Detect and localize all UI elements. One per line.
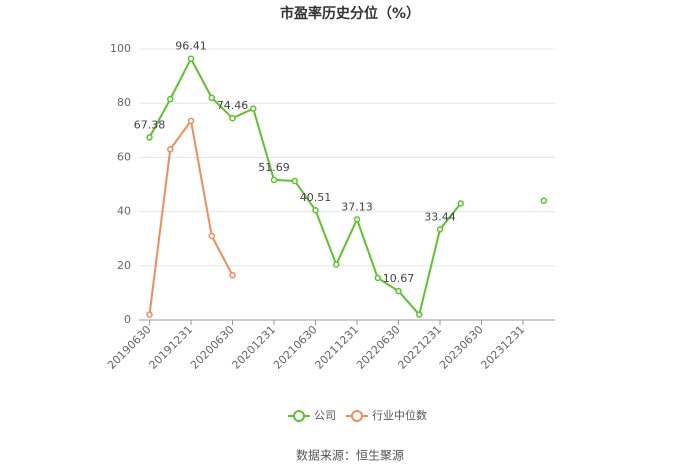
legend-label: 公司 — [314, 409, 336, 422]
data-label: 37.13 — [341, 200, 373, 213]
point — [167, 95, 174, 103]
x-tick-label: 20231231 — [478, 323, 527, 372]
point — [187, 117, 195, 125]
legend-marker — [293, 410, 305, 422]
point — [167, 146, 174, 153]
y-tick-label: 40 — [117, 205, 131, 218]
point — [416, 311, 423, 318]
x-tick-label: 20210630 — [271, 323, 320, 372]
point — [146, 311, 153, 318]
data-label: 96.41 — [175, 40, 207, 53]
point — [540, 197, 547, 205]
x-tick-label: 20211231 — [312, 323, 361, 372]
point — [250, 105, 257, 112]
y-tick-label: 20 — [117, 259, 131, 272]
y-tick-label: 80 — [117, 96, 131, 109]
point — [291, 177, 298, 185]
point — [374, 274, 381, 282]
point — [208, 94, 215, 102]
point — [353, 216, 361, 223]
x-tick-label: 20191231 — [146, 323, 195, 372]
x-tick-label: 20190630 — [105, 323, 154, 372]
point — [187, 55, 195, 62]
x-tick-label: 20200630 — [188, 323, 237, 372]
point — [229, 272, 236, 279]
y-tick-label: 100 — [110, 42, 131, 55]
series-line — [148, 118, 234, 315]
x-tick-label: 20201231 — [229, 323, 278, 372]
legend-marker — [351, 410, 363, 422]
x-tick-label: 20220630 — [354, 323, 403, 372]
point — [146, 134, 153, 141]
y-tick-label: 60 — [117, 150, 131, 163]
data-label: 10.67 — [383, 272, 415, 285]
point — [208, 232, 215, 240]
data-label: 51.69 — [258, 161, 290, 174]
x-tick-label: 20230630 — [437, 323, 486, 372]
data-label: 67.38 — [134, 118, 166, 131]
chart-title: 市盈率历史分位（%） — [280, 5, 420, 22]
data-label: 33.44 — [424, 210, 456, 223]
point — [312, 206, 319, 214]
point — [333, 261, 340, 268]
legend-label: 行业中位数 — [372, 408, 427, 422]
point — [395, 287, 402, 295]
data-label: 40.51 — [300, 191, 332, 204]
point — [457, 200, 464, 207]
source: 数据来源：恒生聚源 — [296, 448, 404, 463]
point — [436, 226, 444, 233]
x-tick-label: 20221231 — [395, 323, 444, 372]
data-label: 74.46 — [217, 99, 249, 112]
point — [270, 176, 278, 184]
point — [229, 114, 236, 122]
y-tick-label: 0 — [124, 313, 131, 326]
